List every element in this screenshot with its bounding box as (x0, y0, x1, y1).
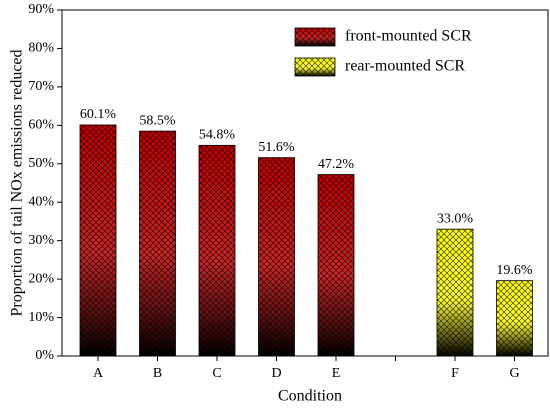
legend-hatch (295, 58, 335, 76)
value-label: 19.6% (496, 263, 533, 278)
plot-frame (61, 9, 549, 357)
legend-label: front-mounted SCR (345, 28, 472, 45)
y-axis-label: Proportion of tail NOx emissions reduced (9, 49, 26, 316)
y-tick-label: 20% (28, 271, 54, 286)
bar-hatch (139, 131, 176, 356)
bar-hatch (258, 157, 295, 356)
y-tick-label: 0% (35, 348, 54, 363)
value-label: 51.6% (258, 140, 295, 155)
y-tick-label: 50% (28, 156, 54, 171)
x-tick-label: G (509, 366, 519, 381)
x-tick-label: B (153, 366, 162, 381)
bar-hatch (437, 229, 473, 356)
x-tick-label: A (93, 366, 104, 381)
value-label: 33.0% (437, 211, 474, 226)
y-tick-label: 10% (28, 310, 54, 325)
legend-hatch (295, 28, 335, 46)
x-tick-label: F (451, 366, 459, 381)
x-tick-label: C (212, 366, 221, 381)
value-label: 47.2% (318, 157, 355, 172)
bar-hatch (80, 124, 116, 357)
value-label: 58.5% (139, 113, 176, 128)
x-tick-label: E (332, 366, 341, 381)
x-axis-label: Condition (278, 388, 342, 405)
y-tick-label: 40% (28, 194, 54, 209)
y-tick-label: 30% (28, 233, 54, 248)
value-label: 60.1% (80, 107, 117, 122)
x-tick-label: D (271, 366, 281, 381)
y-tick-label: 60% (28, 118, 54, 133)
value-label: 54.8% (199, 128, 236, 143)
y-tick-label: 90% (28, 2, 54, 17)
bar-hatch (318, 174, 354, 356)
bar-hatch (496, 280, 533, 356)
y-tick-label: 80% (28, 41, 54, 56)
bar-hatch (199, 145, 235, 356)
legend-label: rear-mounted SCR (345, 58, 465, 75)
y-tick-label: 70% (28, 79, 54, 94)
